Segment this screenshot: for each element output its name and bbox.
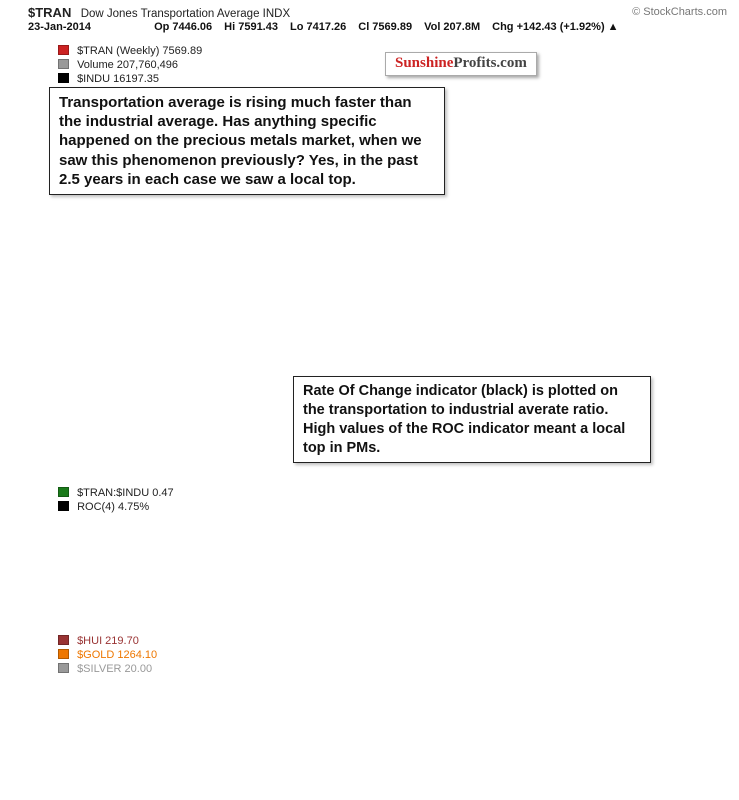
legend-label-ratio: $TRAN:$INDU 0.47 xyxy=(77,487,174,499)
hui-line-icon xyxy=(58,635,69,645)
logo-part1: Sunshine xyxy=(395,55,454,71)
quote-field: Op 7446.06 xyxy=(154,21,213,33)
legend-label-roc: ROC(4) 4.75% xyxy=(77,501,150,513)
legend-label-gold: $GOLD 1264.10 xyxy=(77,649,158,661)
roc-line-icon xyxy=(58,501,69,511)
logo-part2: Profits.com xyxy=(453,55,527,71)
quote-field: Vol 207.8M xyxy=(424,21,481,33)
quote-field: Hi 7591.43 xyxy=(224,21,278,33)
quote-field: Cl 7569.89 xyxy=(358,21,413,33)
volume-bars-icon xyxy=(58,59,69,69)
ratio-panel-legend: $TRAN:$INDU 0.47 ROC(4) 4.75% xyxy=(58,486,174,514)
candlestick-icon xyxy=(58,45,69,55)
legend-label-silver: $SILVER 20.00 xyxy=(77,663,153,675)
legend-item-silver: $SILVER 20.00 xyxy=(58,662,157,676)
legend-item-tran: $TRAN (Weekly) 7569.89 xyxy=(58,44,202,58)
quote-line: 23-Jan-2014 Op 7446.06 Hi 7591.43 Lo 7417.… xyxy=(28,21,728,33)
legend-item-gold: $GOLD 1264.10 xyxy=(58,648,157,662)
copyright: © StockCharts.com xyxy=(632,6,727,18)
quote-line-fields: Op 7446.06 Hi 7591.43 Lo 7417.26 Cl 7569.89… xyxy=(154,21,631,33)
legend-item-hui: $HUI 219.70 xyxy=(58,634,157,648)
legend-item-indu: $INDU 16197.35 xyxy=(58,72,202,86)
quote-date: 23-Jan-2014 xyxy=(28,21,91,33)
chart-title: Dow Jones Transportation Average INDX xyxy=(80,8,291,20)
main-panel-legend: $TRAN (Weekly) 7569.89 Volume 207,760,49… xyxy=(58,44,202,86)
legend-label-tran: $TRAN (Weekly) 7569.89 xyxy=(77,45,203,57)
annotation-box-1: Transportation average is rising much fa… xyxy=(49,87,445,195)
legend-label-volume: Volume 207,760,496 xyxy=(77,59,178,71)
legend-item-volume: Volume 207,760,496 xyxy=(58,58,202,72)
gold-line-icon xyxy=(58,649,69,659)
legend-label-indu: $INDU 16197.35 xyxy=(77,73,160,85)
legend-item-ratio: $TRAN:$INDU 0.47 xyxy=(58,486,174,500)
metals-panel-legend: $HUI 219.70 $GOLD 1264.10 $SILVER 20.00 xyxy=(58,634,157,676)
chart-header: $TRAN Dow Jones Transportation Average I… xyxy=(28,5,728,20)
quote-field: Chg +142.43 (+1.92%) ▲ xyxy=(492,21,619,33)
silver-line-icon xyxy=(58,663,69,673)
ratio-line-icon xyxy=(58,487,69,497)
annotation-box-2: Rate Of Change indicator (black) is plot… xyxy=(293,376,651,464)
legend-label-hui: $HUI 219.70 xyxy=(77,635,139,647)
line-icon xyxy=(58,73,69,83)
sunshine-profits-logo: SunshineProfits.com xyxy=(385,52,537,76)
symbol: $TRAN xyxy=(28,5,72,20)
legend-item-roc: ROC(4) 4.75% xyxy=(58,500,174,514)
quote-field: Lo 7417.26 xyxy=(289,21,347,33)
